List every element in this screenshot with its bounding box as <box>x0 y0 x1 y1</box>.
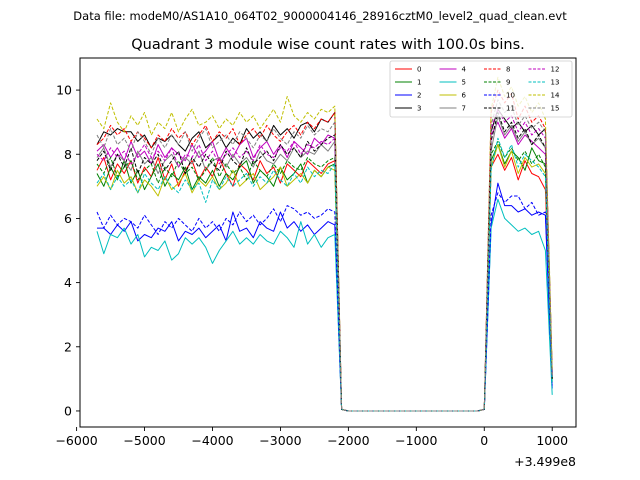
y-tick-label: 10 <box>56 83 72 98</box>
series-line-15 <box>96 99 553 412</box>
legend-label-13: 13 <box>551 79 560 87</box>
legend-label-0: 0 <box>417 66 421 74</box>
suptitle: Data file: modeM0/AS1A10_064T02_90000041… <box>73 9 567 23</box>
x-tick-label: −6000 <box>55 433 97 448</box>
chart-title: Quadrant 3 module wise count rates with … <box>131 37 525 53</box>
legend-label-14: 14 <box>551 92 560 100</box>
x-tick-label: −2000 <box>327 433 369 448</box>
y-tick-label: 8 <box>64 147 72 162</box>
x-offset-label: +3.499e8 <box>514 454 576 469</box>
legend-label-8: 8 <box>506 66 510 74</box>
x-tick-label: 1000 <box>536 433 568 448</box>
legend-label-7: 7 <box>462 105 466 113</box>
x-tick-label: −1000 <box>395 433 437 448</box>
x-tick-label: 0 <box>480 433 488 448</box>
legend-frame <box>389 60 573 118</box>
y-tick-label: 0 <box>64 403 72 418</box>
x-axis: −6000 −5000 −4000 −3000 −2000 −1000 0 1000 <box>55 427 568 448</box>
legend-label-2: 2 <box>417 92 421 100</box>
legend-label-11: 11 <box>506 105 515 113</box>
legend-label-3: 3 <box>417 105 421 113</box>
series-line-10 <box>96 192 553 412</box>
legend-label-10: 10 <box>506 92 515 100</box>
series-layer <box>96 76 553 412</box>
legend-label-5: 5 <box>462 79 466 87</box>
y-tick-label: 4 <box>64 275 72 290</box>
y-tick-label: 6 <box>64 211 72 226</box>
legend-label-4: 4 <box>462 66 467 74</box>
legend-label-6: 6 <box>462 92 467 100</box>
axes-frame <box>79 57 577 428</box>
legend-label-12: 12 <box>551 66 560 74</box>
x-tick-label: −3000 <box>259 433 301 448</box>
plot-area: −6000 −5000 −4000 −3000 −2000 −1000 0 1000 0 2 4 6… <box>55 57 577 469</box>
y-tick-label: 2 <box>64 339 72 354</box>
x-tick-label: −4000 <box>191 433 233 448</box>
legend-label-9: 9 <box>506 79 510 87</box>
legend-label-15: 15 <box>551 105 560 113</box>
y-axis: 0 2 4 6 8 10 <box>56 83 80 418</box>
x-tick-label: −5000 <box>123 433 165 448</box>
legend-label-1: 1 <box>417 79 421 87</box>
